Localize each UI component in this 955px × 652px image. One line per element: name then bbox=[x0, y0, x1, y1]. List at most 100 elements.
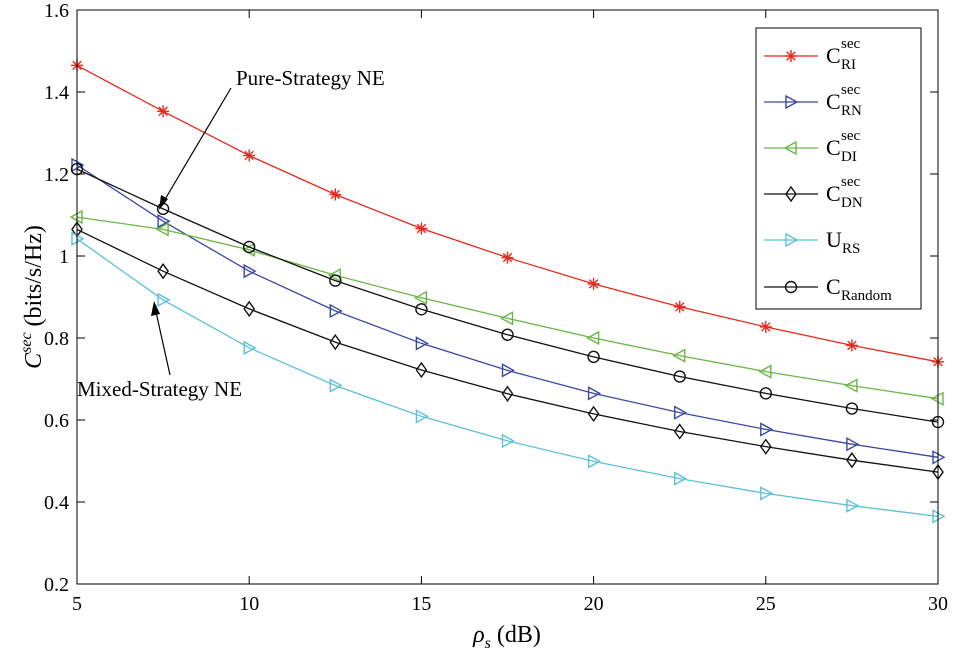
annotation-mixed-strategy: Mixed-Strategy NE bbox=[77, 301, 242, 401]
y-tick-label: 1.6 bbox=[44, 0, 69, 22]
data-point-c-rn-sec bbox=[760, 422, 774, 437]
data-point-u-rs bbox=[329, 378, 343, 393]
data-point-c-ri-sec bbox=[845, 339, 858, 352]
legend-label: CRandom bbox=[826, 274, 892, 304]
data-point-c-dn-sec bbox=[501, 385, 514, 402]
data-point-c-di-sec bbox=[672, 348, 686, 363]
series-line-c-di-sec bbox=[76, 216, 939, 400]
data-point-c-rn-sec bbox=[846, 437, 860, 452]
data-point-u-rs bbox=[157, 292, 171, 308]
series-line-u-rs bbox=[76, 238, 939, 518]
x-tick-label: 20 bbox=[584, 593, 604, 615]
y-tick-label: 0.4 bbox=[44, 492, 69, 514]
y-axis-label: Csec(bits/s/Hz) bbox=[18, 225, 47, 369]
data-point-c-dn-sec bbox=[759, 438, 772, 455]
y-tick-label: 1.2 bbox=[44, 164, 69, 186]
data-point-c-dn-sec bbox=[846, 451, 858, 469]
legend-marker bbox=[785, 50, 797, 62]
legend-marker bbox=[785, 232, 799, 248]
annotation-pure-strategy-arrow bbox=[163, 87, 232, 202]
legend-item-c-di-sec: Csec DI bbox=[764, 128, 860, 165]
y-tick-label: 0.6 bbox=[44, 410, 69, 432]
legend-label: Csec RI bbox=[826, 36, 860, 73]
data-point-u-rs bbox=[674, 471, 688, 486]
legend-item-c-dn-sec: Csec DN bbox=[764, 174, 863, 211]
data-point-c-ri-sec bbox=[329, 188, 342, 201]
data-point-c-random bbox=[501, 328, 514, 341]
data-point-c-random bbox=[845, 402, 859, 415]
legend-marker bbox=[783, 140, 797, 156]
data-point-c-random bbox=[759, 387, 772, 400]
legend-marker bbox=[784, 280, 798, 294]
annotation-pure-strategy-arrowhead bbox=[159, 195, 168, 210]
annotation-pure-strategy-text: Pure-Strategy NE bbox=[236, 66, 385, 90]
legend-item-c-ri-sec: Csec RI bbox=[764, 36, 860, 73]
data-point-c-di-sec bbox=[500, 311, 514, 326]
data-point-c-ri-sec bbox=[501, 251, 514, 264]
data-point-c-di-sec bbox=[844, 378, 858, 393]
legend-label: Csec DN bbox=[826, 174, 863, 211]
legend-item-c-rn-sec: Csec RN bbox=[764, 82, 862, 119]
data-point-u-rs bbox=[846, 498, 860, 513]
data-point-c-ri-sec bbox=[759, 320, 772, 333]
data-point-c-dn-sec bbox=[587, 405, 600, 423]
x-axis-label: ρs (dB) bbox=[472, 622, 541, 652]
data-point-c-rn-sec bbox=[674, 405, 688, 420]
data-point-c-ri-sec bbox=[157, 105, 170, 118]
data-point-c-rn-sec bbox=[329, 303, 343, 319]
data-point-c-dn-sec bbox=[329, 333, 342, 351]
data-point-c-ri-sec bbox=[243, 149, 256, 162]
legend-marker bbox=[785, 94, 799, 110]
x-tick-label: 25 bbox=[756, 593, 776, 615]
data-point-c-ri-sec bbox=[415, 222, 428, 235]
data-point-c-rn-sec bbox=[587, 386, 602, 401]
data-point-c-random bbox=[673, 370, 686, 383]
data-point-c-ri-sec bbox=[587, 277, 600, 290]
series-line-c-random bbox=[76, 168, 939, 423]
data-point-c-dn-sec bbox=[415, 361, 428, 379]
data-point-c-di-sec bbox=[586, 330, 600, 346]
data-point-c-random bbox=[587, 350, 600, 364]
data-point-c-di-sec bbox=[413, 290, 428, 305]
y-tick-label: 0.2 bbox=[44, 574, 69, 596]
series-line-c-dn-sec bbox=[76, 228, 939, 473]
series-line-c-rn-sec bbox=[76, 164, 939, 458]
x-tick-label: 10 bbox=[239, 593, 259, 615]
legend-label: URS bbox=[826, 227, 860, 257]
series-c-ri-sec bbox=[71, 59, 944, 368]
legend-item-c-random: CRandom bbox=[764, 274, 892, 304]
x-tick-label: 5 bbox=[72, 593, 82, 615]
data-point-c-random bbox=[242, 240, 256, 254]
data-point-c-rn-sec bbox=[415, 336, 429, 351]
plot-area-frame bbox=[76, 9, 939, 585]
legend-box bbox=[755, 27, 922, 310]
data-point-c-dn-sec bbox=[157, 262, 169, 280]
data-point-u-rs bbox=[587, 454, 602, 469]
data-point-c-dn-sec bbox=[243, 300, 256, 318]
annotation-pure-strategy: Pure-Strategy NE bbox=[159, 66, 385, 210]
data-point-u-rs bbox=[243, 340, 257, 356]
data-point-c-di-sec bbox=[327, 268, 341, 283]
annotation-mixed-strategy-arrow bbox=[155, 311, 171, 376]
legend-marker bbox=[785, 185, 797, 203]
x-tick-label: 30 bbox=[928, 593, 948, 615]
data-point-c-dn-sec bbox=[673, 423, 686, 440]
series-c-dn-sec bbox=[71, 221, 944, 481]
data-point-u-rs bbox=[501, 433, 515, 449]
data-point-c-di-sec bbox=[155, 222, 169, 237]
annotation-mixed-strategy-arrowhead bbox=[151, 301, 160, 316]
data-point-c-rn-sec bbox=[243, 263, 257, 279]
data-point-c-di-sec bbox=[758, 364, 772, 379]
data-point-u-rs bbox=[415, 409, 429, 424]
legend-label: Csec RN bbox=[826, 82, 862, 119]
data-point-c-rn-sec bbox=[157, 213, 171, 229]
y-tick-label: 0.8 bbox=[44, 328, 69, 350]
annotation-mixed-strategy-text: Mixed-Strategy NE bbox=[77, 377, 242, 401]
data-point-c-random bbox=[329, 274, 342, 287]
legend: Csec RI Csec RN Csec DI Csec DN URS CRandom bbox=[755, 27, 922, 310]
data-point-c-ri-sec bbox=[673, 300, 686, 313]
data-point-c-random bbox=[415, 303, 428, 316]
data-point-c-rn-sec bbox=[501, 363, 515, 378]
legend-item-u-rs: URS bbox=[764, 227, 860, 257]
